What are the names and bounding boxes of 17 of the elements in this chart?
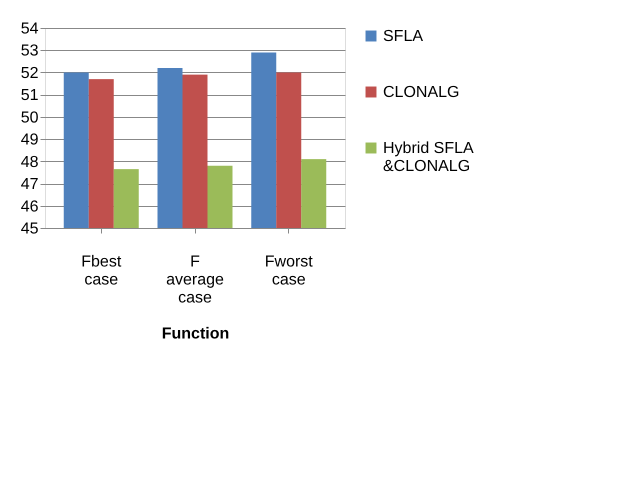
legend-label: SFLA — [383, 28, 424, 45]
y-tick-label: 50 — [20, 109, 39, 126]
x-tick-label: F average case — [166, 254, 224, 306]
y-tick-label: 54 — [20, 20, 39, 38]
y-tick-label: 51 — [20, 87, 39, 104]
y-tick-label: 53 — [20, 42, 39, 60]
y-tick-label: 47 — [20, 176, 39, 194]
y-tick-label: 45 — [20, 220, 39, 238]
y-tick-label: 48 — [20, 154, 39, 171]
x-tick-label: Fworst case — [264, 254, 314, 288]
y-tick-label: 46 — [20, 198, 39, 216]
x-axis-title: Function — [162, 326, 230, 342]
legend-label: Hybrid SFLA &CLONALG — [383, 140, 474, 175]
y-tick-label: 49 — [20, 132, 39, 149]
x-tick-label: Fbest case — [81, 254, 122, 288]
legend-label: CLONALG — [383, 84, 460, 101]
y-tick-label: 52 — [20, 64, 39, 82]
